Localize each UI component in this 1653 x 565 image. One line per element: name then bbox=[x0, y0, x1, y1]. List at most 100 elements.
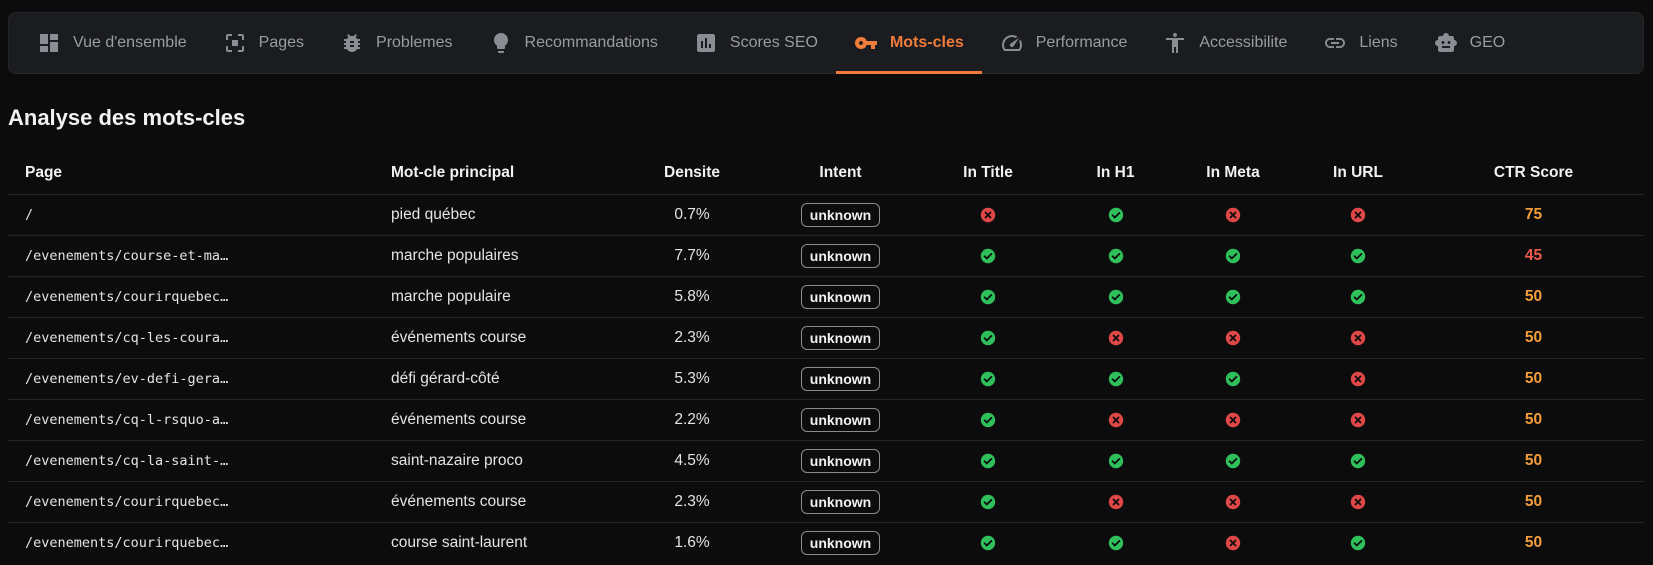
tab-label: Recommandations bbox=[524, 34, 658, 51]
cell-density: 2.3% bbox=[621, 481, 763, 523]
tab-list: Vue d'ensemble Pages Problemes Recommandati… bbox=[9, 13, 1643, 74]
table-row[interactable]: /evenements/cq-les-coura… événements cour… bbox=[8, 317, 1644, 359]
cell-ctr-score: 50 bbox=[1423, 481, 1644, 523]
intent-badge: unknown bbox=[800, 285, 881, 309]
table-row[interactable]: /evenements/cq-l-rsquo-a… événements cour… bbox=[8, 399, 1644, 441]
cell-page[interactable]: /evenements/ev-defi-gera… bbox=[8, 358, 391, 400]
tab-pages[interactable]: Pages bbox=[205, 13, 322, 73]
cell-in-url bbox=[1293, 235, 1423, 277]
table-row[interactable]: /evenements/cq-la-saint-… saint-nazaire p… bbox=[8, 440, 1644, 482]
intent-badge: unknown bbox=[800, 326, 881, 350]
cell-page[interactable]: /evenements/cq-la-saint-… bbox=[8, 440, 391, 482]
column-header-intent[interactable]: Intent bbox=[819, 164, 862, 181]
check-circle-icon bbox=[1108, 371, 1123, 387]
check-circle-icon bbox=[980, 494, 996, 510]
cell-page[interactable]: /evenements/courirquebec… bbox=[8, 481, 391, 523]
x-circle-icon bbox=[1350, 494, 1366, 510]
intent-badge: unknown bbox=[800, 367, 881, 391]
cell-page[interactable]: /evenements/cq-les-coura… bbox=[8, 317, 391, 359]
cell-keyword: pied québec bbox=[391, 194, 621, 236]
intent-badge: unknown bbox=[800, 203, 881, 227]
tab-link[interactable]: Liens bbox=[1305, 13, 1415, 73]
keyword-analysis-table: Page Mot-cle principal Densite Intent In… bbox=[8, 152, 1644, 563]
table-row[interactable]: /evenements/courirquebec… course saint-la… bbox=[8, 522, 1644, 563]
tab-dashboard[interactable]: Vue d'ensemble bbox=[19, 13, 205, 73]
accessibility-icon bbox=[1166, 33, 1185, 53]
robot-icon bbox=[1434, 33, 1457, 52]
check-circle-icon bbox=[980, 535, 996, 551]
check-circle-icon bbox=[1225, 453, 1241, 469]
cell-in-h1 bbox=[1058, 522, 1173, 563]
main-tab-bar: Vue d'ensemble Pages Problemes Recommandati… bbox=[8, 12, 1644, 74]
cell-density: 1.6% bbox=[621, 522, 763, 563]
x-circle-icon bbox=[1350, 412, 1366, 428]
check-circle-icon bbox=[980, 371, 996, 387]
x-circle-icon bbox=[1225, 330, 1241, 346]
tab-bar-chart[interactable]: Scores SEO bbox=[676, 13, 836, 73]
cell-keyword: événements course bbox=[391, 317, 621, 359]
x-circle-icon bbox=[1108, 494, 1123, 510]
cell-in-url bbox=[1293, 481, 1423, 523]
key-icon bbox=[854, 37, 877, 49]
column-header-density[interactable]: Densite bbox=[664, 164, 720, 181]
cell-in-title bbox=[918, 440, 1058, 482]
tab-accessibility[interactable]: Accessibilite bbox=[1145, 13, 1305, 73]
page-title: Analyse des mots-cles bbox=[8, 105, 246, 130]
tab-label: Performance bbox=[1035, 34, 1128, 51]
check-circle-icon bbox=[1108, 207, 1123, 223]
cell-in-meta bbox=[1173, 358, 1293, 400]
check-circle-icon bbox=[1108, 289, 1123, 305]
cell-in-title bbox=[918, 481, 1058, 523]
intent-badge: unknown bbox=[800, 408, 881, 432]
cell-page[interactable]: /evenements/cq-l-rsquo-a… bbox=[8, 399, 391, 441]
tab-lightbulb[interactable]: Recommandations bbox=[471, 13, 676, 73]
check-circle-icon bbox=[1108, 248, 1123, 264]
dashboard-icon bbox=[40, 34, 58, 52]
check-circle-icon bbox=[1350, 248, 1366, 264]
x-circle-icon bbox=[1350, 371, 1366, 387]
column-header-in-h1[interactable]: In H1 bbox=[1096, 164, 1135, 181]
column-header-in-url[interactable]: In URL bbox=[1333, 164, 1383, 181]
intent-badge: unknown bbox=[800, 449, 881, 473]
check-circle-icon bbox=[1108, 535, 1123, 551]
cell-page[interactable]: /evenements/courirquebec… bbox=[8, 522, 391, 563]
x-circle-icon bbox=[1225, 207, 1241, 223]
cell-density: 5.8% bbox=[621, 276, 763, 318]
cell-in-url bbox=[1293, 440, 1423, 482]
cell-page[interactable]: /evenements/course-et-ma… bbox=[8, 235, 391, 277]
tab-bug[interactable]: Problemes bbox=[322, 13, 470, 73]
cell-intent: unknown bbox=[763, 522, 918, 563]
speedometer-icon bbox=[1001, 35, 1022, 52]
cell-intent: unknown bbox=[763, 194, 918, 236]
cell-page[interactable]: / bbox=[8, 194, 391, 236]
tab-key[interactable]: Mots-cles bbox=[835, 13, 982, 74]
table-row[interactable]: /evenements/course-et-ma… marche populair… bbox=[8, 235, 1644, 277]
table-row[interactable]: /evenements/courirquebec… événements cour… bbox=[8, 481, 1644, 523]
cell-page[interactable]: /evenements/courirquebec… bbox=[8, 276, 391, 318]
cell-intent: unknown bbox=[763, 317, 918, 359]
cell-intent: unknown bbox=[763, 235, 918, 277]
pages-icon bbox=[225, 34, 244, 52]
table-row[interactable]: /evenements/courirquebec… marche populair… bbox=[8, 276, 1644, 318]
cell-in-meta bbox=[1173, 276, 1293, 318]
x-circle-icon bbox=[980, 207, 996, 223]
column-header-keyword[interactable]: Mot-cle principal bbox=[391, 164, 515, 181]
x-circle-icon bbox=[1350, 207, 1366, 223]
check-circle-icon bbox=[1350, 289, 1366, 305]
column-header-in-meta[interactable]: In Meta bbox=[1206, 164, 1260, 181]
cell-in-title bbox=[918, 235, 1058, 277]
table-row[interactable]: / pied québec 0.7% unknown 75 bbox=[8, 194, 1644, 236]
column-header-ctr-score[interactable]: CTR Score bbox=[1493, 164, 1574, 181]
cell-in-meta bbox=[1173, 235, 1293, 277]
cell-in-title bbox=[918, 358, 1058, 400]
tab-speedometer[interactable]: Performance bbox=[982, 13, 1146, 73]
tab-robot[interactable]: GEO bbox=[1416, 13, 1524, 73]
column-header-page[interactable]: Page bbox=[25, 164, 63, 181]
column-header-in-title[interactable]: In Title bbox=[963, 164, 1013, 181]
table-row[interactable]: /evenements/ev-defi-gera… défi gérard-côt… bbox=[8, 358, 1644, 400]
lightbulb-icon bbox=[493, 33, 508, 53]
cell-in-url bbox=[1293, 522, 1423, 563]
cell-intent: unknown bbox=[763, 481, 918, 523]
tab-label: Pages bbox=[258, 34, 305, 51]
check-circle-icon bbox=[980, 248, 996, 264]
